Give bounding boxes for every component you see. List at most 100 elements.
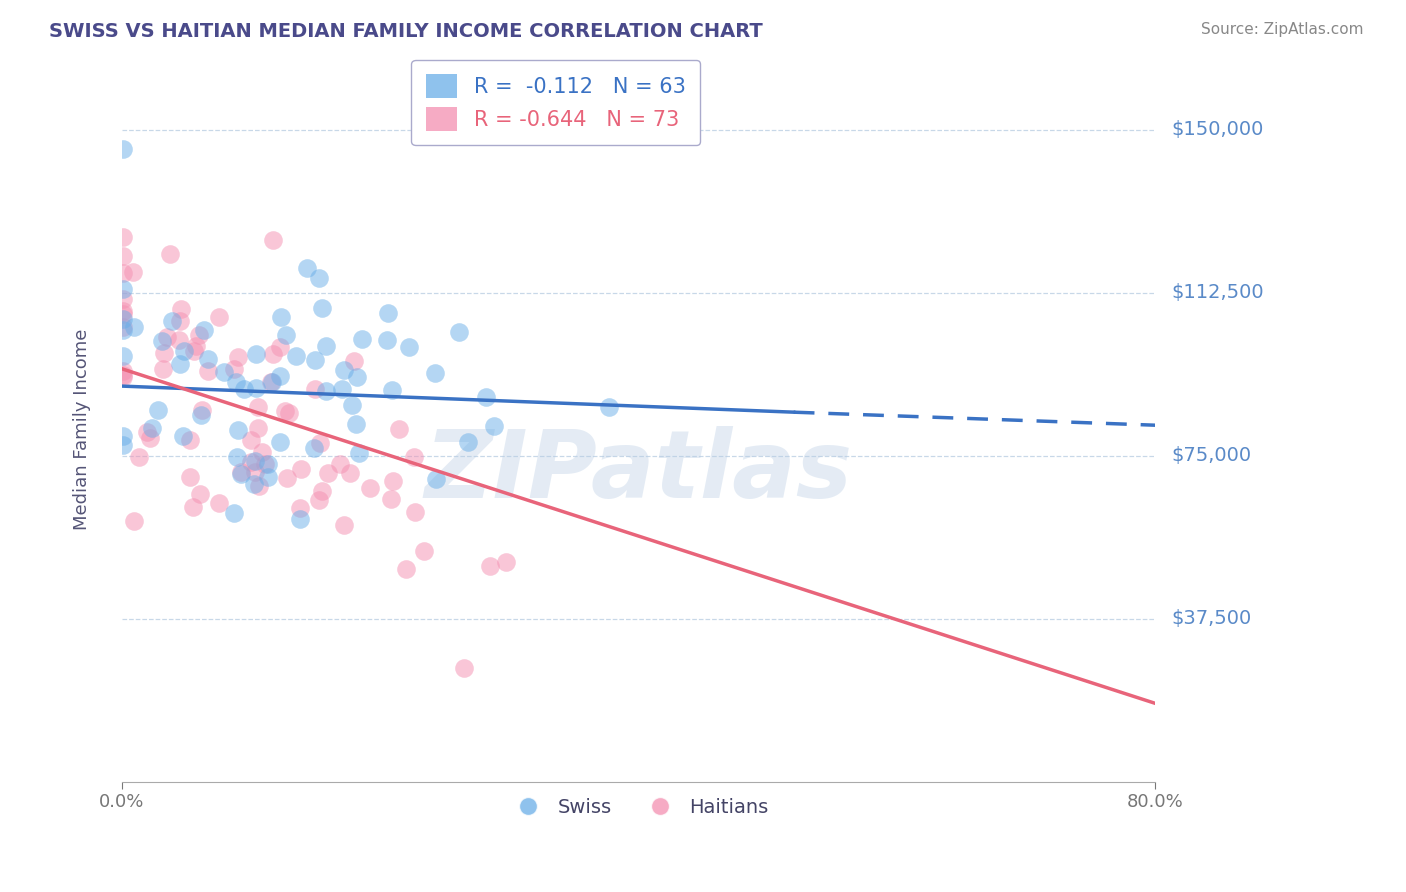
Point (346, 370, 368, 384)
Point (242, 476, 264, 491)
Point (377, 306, 399, 320)
Point (111, 266, 134, 280)
Point (352, 333, 374, 347)
Point (240, 455, 263, 469)
Point (288, 500, 311, 515)
Text: $37,500: $37,500 (1171, 609, 1251, 628)
Legend: Swiss, Haitians: Swiss, Haitians (501, 790, 776, 825)
Point (447, 325, 470, 339)
Point (183, 344, 205, 359)
Point (257, 457, 280, 471)
Point (111, 282, 134, 296)
Point (183, 500, 205, 515)
Point (377, 333, 399, 347)
Point (359, 481, 381, 495)
Point (246, 400, 269, 414)
Point (425, 471, 447, 485)
Point (208, 495, 231, 509)
Point (276, 471, 298, 485)
Point (111, 323, 134, 337)
Point (245, 381, 267, 395)
Point (233, 382, 256, 396)
Point (159, 247, 181, 261)
Point (278, 406, 301, 420)
Point (288, 511, 311, 525)
Point (269, 341, 291, 355)
Point (245, 347, 267, 361)
Point (308, 270, 330, 285)
Point (380, 491, 402, 506)
Point (344, 417, 367, 431)
Point (226, 350, 249, 364)
Point (304, 353, 326, 368)
Point (239, 433, 262, 447)
Point (172, 429, 194, 443)
Point (170, 302, 193, 317)
Text: $112,500: $112,500 (1171, 283, 1264, 302)
Point (197, 351, 219, 366)
Point (269, 369, 291, 384)
Point (222, 361, 245, 376)
Point (388, 422, 411, 436)
Point (111, 368, 134, 383)
Point (111, 230, 134, 244)
Text: ZIPatlas: ZIPatlas (425, 425, 852, 518)
Point (124, 320, 146, 334)
Point (262, 347, 284, 361)
Point (135, 425, 157, 440)
Point (495, 555, 517, 569)
Point (250, 444, 273, 458)
Point (269, 435, 291, 450)
Point (347, 446, 370, 460)
Point (404, 450, 426, 464)
Point (191, 403, 214, 417)
Point (141, 421, 163, 435)
Point (173, 344, 195, 359)
Point (128, 450, 150, 464)
Point (316, 467, 339, 481)
Point (226, 423, 249, 437)
Point (302, 441, 325, 455)
Point (254, 457, 277, 471)
Point (169, 358, 191, 372)
Text: $150,000: $150,000 (1171, 120, 1264, 139)
Point (190, 487, 212, 501)
Point (329, 457, 352, 471)
Point (284, 349, 307, 363)
Text: Source: ZipAtlas.com: Source: ZipAtlas.com (1201, 22, 1364, 37)
Point (111, 249, 134, 263)
Point (475, 390, 498, 404)
Point (169, 313, 191, 327)
Point (482, 418, 505, 433)
Point (226, 450, 249, 464)
Text: Median Family Income: Median Family Income (73, 329, 91, 530)
Text: $75,000: $75,000 (1171, 446, 1251, 465)
Point (222, 507, 245, 521)
Point (598, 400, 620, 414)
Point (197, 364, 219, 378)
Point (111, 350, 134, 364)
Point (330, 382, 353, 396)
Point (190, 409, 212, 423)
Point (380, 383, 402, 397)
Point (111, 312, 134, 326)
Point (398, 339, 420, 353)
Point (247, 478, 270, 492)
Point (111, 307, 134, 321)
Point (243, 465, 266, 479)
Point (179, 470, 201, 484)
Point (193, 323, 215, 337)
Point (156, 330, 179, 344)
Point (111, 293, 134, 307)
Point (187, 328, 209, 343)
Point (111, 142, 134, 156)
Point (276, 328, 298, 343)
Point (152, 345, 174, 359)
Point (246, 421, 269, 435)
Point (342, 398, 364, 412)
Point (150, 334, 173, 348)
Point (332, 517, 354, 532)
Point (478, 559, 501, 574)
Point (315, 384, 337, 399)
Point (290, 461, 312, 475)
